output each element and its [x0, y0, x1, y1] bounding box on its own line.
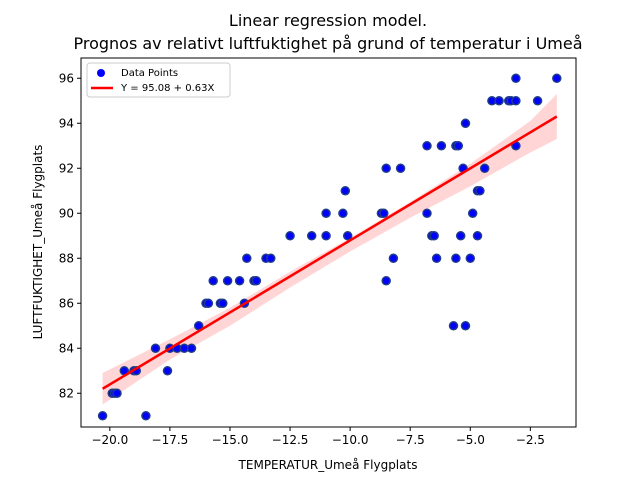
x-axis-label: TEMPERATUR_Umeå Flygplats — [238, 458, 418, 472]
legend: Data Points Y = 95.08 + 0.63X — [86, 62, 231, 98]
data-point — [381, 276, 391, 286]
data-point — [455, 231, 466, 241]
data-point — [479, 163, 490, 174]
data-point — [494, 96, 504, 106]
data-points-layer — [97, 73, 562, 421]
data-point — [266, 253, 276, 264]
data-point — [141, 411, 151, 421]
data-point — [338, 208, 348, 219]
data-point — [429, 231, 439, 241]
data-point — [395, 163, 406, 174]
data-point — [306, 231, 317, 241]
data-point — [422, 208, 432, 219]
confidence-band — [102, 94, 557, 405]
legend-marker-data-points — [97, 69, 105, 77]
y-tick-label: 94 — [59, 116, 74, 130]
data-point — [465, 253, 476, 264]
data-point — [186, 343, 197, 354]
x-tick-label: −2.5 — [516, 433, 545, 447]
y-tick-label: 86 — [59, 296, 74, 310]
data-point — [460, 321, 471, 331]
data-point — [242, 253, 252, 264]
legend-label-data-points: Data Points — [121, 68, 178, 79]
data-point — [381, 163, 391, 174]
y-tick-label: 84 — [59, 341, 74, 355]
data-point — [552, 73, 562, 84]
legend-label-regression-line: Y = 95.08 + 0.63X — [120, 83, 214, 94]
data-point — [379, 208, 389, 219]
data-point — [431, 253, 442, 264]
data-point — [251, 276, 262, 286]
data-point — [234, 276, 245, 286]
data-point — [511, 96, 521, 106]
x-tick-label: −12.5 — [272, 433, 309, 447]
data-point — [422, 141, 432, 151]
y-tick-label: 82 — [59, 386, 74, 400]
x-axis-ticks: −20.0 −17.5 −15.0 −12.5 −10.0 −7.5 −5.0 −2.5 — [91, 427, 545, 447]
x-tick-label: −5.0 — [456, 433, 485, 447]
x-tick-label: −10.0 — [332, 433, 369, 447]
data-point — [162, 366, 173, 376]
data-point — [218, 298, 228, 309]
data-point — [203, 298, 214, 309]
data-point — [460, 118, 471, 129]
data-point — [208, 276, 218, 286]
data-point — [321, 231, 331, 241]
y-axis-ticks: 82 84 86 88 90 92 94 96 — [59, 71, 81, 400]
data-point — [97, 411, 108, 421]
data-point — [467, 208, 478, 219]
x-tick-label: −15.0 — [212, 433, 249, 447]
data-point — [222, 276, 233, 286]
x-tick-label: −17.5 — [152, 433, 189, 447]
data-point — [388, 253, 399, 264]
data-point — [453, 141, 464, 151]
data-point — [472, 231, 483, 241]
data-point — [448, 321, 459, 331]
data-point — [112, 388, 122, 399]
x-tick-label: −7.5 — [396, 433, 425, 447]
chart-title-line-1: Linear regression model. — [229, 11, 427, 30]
data-point — [511, 73, 521, 84]
plot-frame — [80, 57, 577, 428]
y-tick-label: 90 — [59, 206, 74, 220]
data-point — [321, 208, 331, 219]
data-point — [436, 141, 447, 151]
data-point — [150, 343, 161, 354]
data-point — [475, 186, 485, 196]
data-point — [342, 231, 353, 241]
y-tick-label: 92 — [59, 161, 74, 175]
regression-line — [101, 115, 558, 390]
data-point — [340, 186, 351, 196]
chart-title-line-2: Prognos av relativt luftfuktighet på gru… — [73, 34, 582, 53]
y-axis-label: LUFTFUKTIGHET_Umeå Flygplats — [31, 145, 45, 340]
y-tick-label: 96 — [59, 71, 74, 85]
data-point — [451, 253, 461, 264]
data-point — [285, 231, 295, 241]
data-point — [532, 96, 543, 106]
legend-box — [86, 62, 231, 98]
x-tick-label: −20.0 — [91, 433, 128, 447]
y-tick-label: 88 — [59, 251, 74, 265]
confidence-band-layer — [102, 94, 557, 405]
regression-line-layer — [101, 115, 558, 390]
